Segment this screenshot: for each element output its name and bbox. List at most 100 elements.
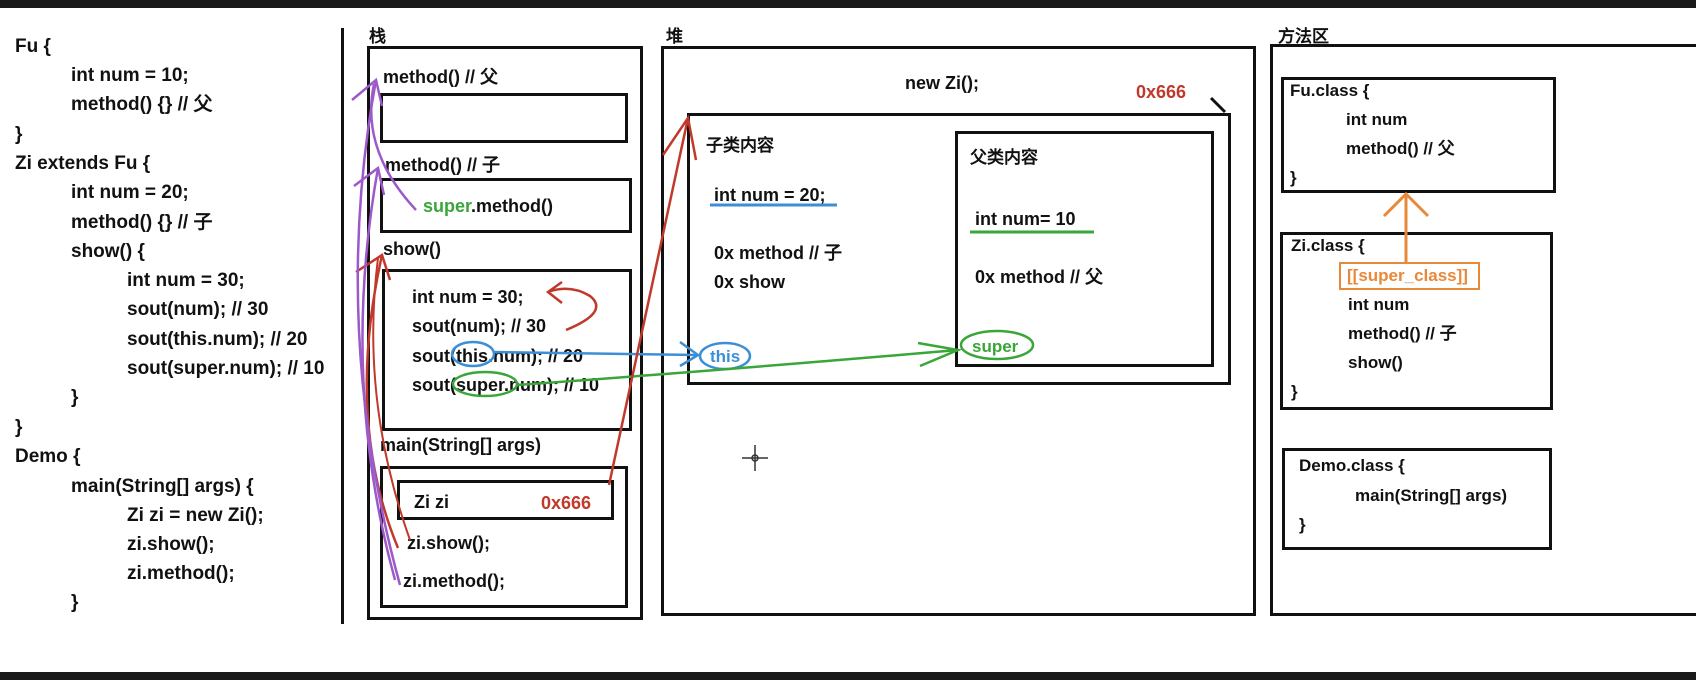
code-line: zi.method(); xyxy=(127,563,235,584)
reference-arrow xyxy=(607,117,690,486)
code-line: sout(num); // 30 xyxy=(127,299,269,320)
parent-method-entry: 0x method // 父 xyxy=(975,267,1104,287)
heap-title: 堆 xyxy=(666,27,683,46)
parent-content-title: 父类内容 xyxy=(970,148,1038,167)
stack-frame-show: show() xyxy=(383,239,441,259)
zi-class-line: show() xyxy=(1348,353,1403,372)
zi-class-line: method() // 子 xyxy=(1348,324,1457,343)
show-line: int num = 30; xyxy=(412,287,524,307)
zi-class-line: int num xyxy=(1348,295,1410,314)
heap-corner-mark xyxy=(1209,96,1227,114)
child-num-field: int num = 20; xyxy=(714,185,826,205)
demo-class-line: main(String[] args) xyxy=(1355,486,1508,505)
stack-frame-main: main(String[] args) xyxy=(380,435,542,455)
method-area-left-border xyxy=(1270,44,1273,616)
stack-frame-show-body xyxy=(382,269,632,431)
heap-object-address: 0x666 xyxy=(1136,82,1187,102)
super-arrow xyxy=(516,348,959,387)
fu-class-line: int num xyxy=(1346,110,1408,129)
code-line: } xyxy=(15,124,23,145)
local-num-curl xyxy=(547,287,598,332)
fu-class-box xyxy=(1281,77,1556,193)
super-class-arrowhead xyxy=(1382,191,1430,218)
zi-object-box xyxy=(687,113,1231,385)
super-class-ref: [[super_class]] xyxy=(1347,266,1468,285)
method-zi-call-arrow xyxy=(361,167,397,581)
code-line: int num = 10; xyxy=(71,65,189,86)
stack-title: 栈 xyxy=(369,27,386,46)
method-zi-call-arrowhead xyxy=(353,165,386,196)
demo-class-box xyxy=(1282,448,1552,550)
code-line: } xyxy=(15,417,23,438)
method-call-arrowhead xyxy=(351,77,384,107)
parent-num-field: int num= 10 xyxy=(975,209,1076,229)
code-line: } xyxy=(71,592,79,613)
code-line: int num = 20; xyxy=(71,182,189,203)
code-line: Zi extends Fu { xyxy=(15,153,151,174)
this-arrowhead xyxy=(679,340,701,368)
super-method-call: super.method() xyxy=(423,195,553,217)
stack-frame-method-zi-body xyxy=(380,178,632,233)
method-call-arrow xyxy=(356,79,402,586)
this-ellipse xyxy=(450,340,496,368)
zi-show-call: zi.show(); xyxy=(407,533,490,553)
super-keyword: super xyxy=(423,196,472,216)
super-label: super xyxy=(972,337,1019,356)
zi-class-line: } xyxy=(1291,382,1298,401)
heap-box xyxy=(661,46,1256,616)
reference-arrowhead xyxy=(661,114,698,161)
fu-class-line: Fu.class { xyxy=(1290,81,1370,100)
code-line: Fu { xyxy=(15,36,51,57)
code-line: sout(this.num); // 20 xyxy=(127,329,308,350)
child-method-entry: 0x method // 子 xyxy=(714,243,843,263)
method-area-title: 方法区 xyxy=(1278,27,1329,46)
this-label: this xyxy=(710,347,741,366)
method-area-bottom-border xyxy=(1270,613,1696,616)
heap-super-ellipse xyxy=(959,329,1035,361)
this-arrow xyxy=(493,350,699,357)
child-show-entry: 0x show xyxy=(714,272,786,292)
bottom-border xyxy=(0,672,1696,680)
show-call-arrowhead xyxy=(355,253,392,281)
show-call-arrow-2 xyxy=(372,257,411,541)
zi-method-call: zi.method(); xyxy=(403,571,505,591)
stack-frame-method-fu-body xyxy=(380,93,628,143)
code-line: sout(super.num); // 10 xyxy=(127,358,325,379)
code-line: int num = 30; xyxy=(127,270,245,291)
code-line: show() { xyxy=(71,241,145,262)
zi-class-open: Zi.class { xyxy=(1291,236,1365,255)
code-line: zi.show(); xyxy=(127,534,215,555)
new-zi-label: new Zi(); xyxy=(905,73,979,93)
method-area-top-border xyxy=(1270,44,1696,47)
fu-class-line: method() // 父 xyxy=(1346,139,1455,158)
show-line: sout(num); // 30 xyxy=(412,316,546,336)
super-arrowhead xyxy=(917,341,963,368)
super-call-rest: .method() xyxy=(471,196,554,216)
demo-class-line: } xyxy=(1299,515,1306,534)
code-line: Demo { xyxy=(15,446,81,467)
fu-class-line: } xyxy=(1290,168,1297,187)
show-call-arrow xyxy=(365,254,400,549)
panel-divider xyxy=(341,28,344,624)
zi-variable-box xyxy=(397,480,614,520)
child-content-title: 子类内容 xyxy=(706,136,774,155)
crosshair-icon xyxy=(742,445,768,471)
code-line: } xyxy=(71,387,79,408)
stack-frame-main-body xyxy=(380,466,628,608)
parent-content-box xyxy=(955,131,1214,367)
super-class-ref-box xyxy=(1339,262,1480,290)
zi-class-box xyxy=(1280,232,1553,410)
top-border xyxy=(0,0,1696,8)
code-line: main(String[] args) { xyxy=(71,476,254,497)
code-line: Zi zi = new Zi(); xyxy=(127,505,264,526)
stack-frame-method-fu: method() // 父 xyxy=(383,67,498,87)
code-line: method() {} // 父 xyxy=(71,94,213,115)
zi-variable: Zi zi xyxy=(414,492,449,512)
code-line: method() {} // 子 xyxy=(71,212,213,233)
zi-address: 0x666 xyxy=(541,493,592,513)
super-method-call-arrow xyxy=(370,83,417,211)
super-ellipse xyxy=(451,370,519,398)
demo-class-line: Demo.class { xyxy=(1299,456,1405,475)
heap-this-ellipse xyxy=(698,341,752,371)
